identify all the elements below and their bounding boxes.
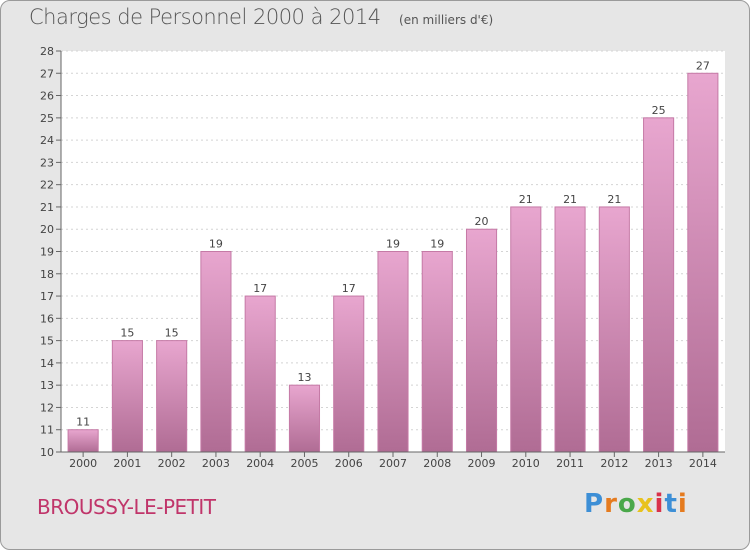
y-tick-label: 20: [40, 223, 54, 236]
y-tick-label: 26: [40, 90, 54, 103]
bar-2011: [554, 206, 586, 453]
bar-2008: [421, 251, 453, 453]
x-tick-label-2003: 2003: [202, 457, 230, 470]
y-tick-label: 14: [40, 357, 54, 370]
bar-2012: [598, 206, 630, 453]
x-tick-label-2001: 2001: [113, 457, 141, 470]
chart-subtitle: (en milliers d'€): [399, 13, 494, 27]
chart-title: Charges de Personnel 2000 à 2014: [29, 5, 381, 29]
x-tick-label-2009: 2009: [468, 457, 496, 470]
y-tick-label: 13: [40, 379, 54, 392]
bar-2007: [377, 251, 409, 453]
value-label-2003: 19: [209, 238, 223, 251]
proxiti-logo: Proxiti: [584, 489, 688, 519]
logo-letter: i: [654, 489, 665, 519]
y-tick-label: 15: [40, 335, 54, 348]
bar-2002: [156, 340, 188, 453]
value-label-2014: 27: [696, 59, 710, 72]
value-label-2007: 19: [386, 238, 400, 251]
title-row: Charges de Personnel 2000 à 2014 (en mil…: [29, 5, 493, 29]
bar-2013: [643, 117, 675, 453]
y-tick-label: 24: [40, 134, 54, 147]
logo-letter: o: [617, 489, 637, 519]
logo-letter: P: [584, 489, 605, 519]
y-tick-label: 10: [40, 446, 54, 459]
value-label-2004: 17: [253, 282, 267, 295]
y-tick-label: 25: [40, 112, 54, 125]
x-tick-label-2007: 2007: [379, 457, 407, 470]
x-tick-label-2005: 2005: [290, 457, 318, 470]
y-tick-label: 11: [40, 424, 54, 437]
value-label-2002: 15: [165, 327, 179, 340]
y-tick-label: 21: [40, 201, 54, 214]
y-tick-label: 23: [40, 156, 54, 169]
value-label-2001: 15: [120, 327, 134, 340]
bar-2000: [67, 429, 99, 453]
value-label-2008: 19: [430, 238, 444, 251]
value-label-2005: 13: [297, 371, 311, 384]
y-axis: 10 11 12 13 14 15 16 17 18 19 20 21 22 23 24 25 26 27 28: [40, 45, 62, 459]
bars: [67, 72, 719, 453]
value-label-2011: 21: [563, 193, 577, 206]
x-axis: 2000 2001 2002 2003 2004 2005 2006 2007 2008 2009…: [61, 451, 725, 470]
x-tick-label-2000: 2000: [69, 457, 97, 470]
value-label-2009: 20: [475, 215, 489, 228]
x-tick-label-2008: 2008: [423, 457, 451, 470]
x-tick-label-2014: 2014: [689, 457, 717, 470]
y-tick-label: 17: [40, 290, 54, 303]
bar-2001: [111, 340, 143, 453]
bar-2003: [200, 251, 232, 453]
y-tick-label: 19: [40, 246, 54, 259]
x-tick-label-2010: 2010: [512, 457, 540, 470]
y-tick-label: 22: [40, 179, 54, 192]
x-tick-label-2002: 2002: [158, 457, 186, 470]
value-label-2010: 21: [519, 193, 533, 206]
logo-letter: r: [604, 489, 618, 519]
value-label-2013: 25: [652, 104, 666, 117]
logo-letter: x: [636, 489, 655, 519]
x-tick-label-2012: 2012: [600, 457, 628, 470]
y-tick-label: 18: [40, 268, 54, 281]
value-label-2000: 11: [76, 416, 90, 429]
bar-2014: [687, 72, 719, 453]
x-tick-label-2011: 2011: [556, 457, 584, 470]
x-tick-label-2004: 2004: [246, 457, 274, 470]
bar-2010: [510, 206, 542, 453]
commune-name: BROUSSY-LE-PETIT: [37, 495, 216, 519]
bar-2004: [244, 295, 276, 453]
y-tick-label: 28: [40, 45, 54, 58]
logo-letter: i: [677, 489, 688, 519]
value-labels: 11 15 15 19 17 13 17 19 19 20 21 21 21 25 27: [76, 59, 710, 428]
y-tick-label: 27: [40, 67, 54, 80]
bar-2006: [333, 295, 365, 453]
y-tick-label: 12: [40, 401, 54, 414]
bar-2005: [288, 384, 321, 453]
logo-letter: t: [664, 489, 678, 519]
x-tick-label-2013: 2013: [645, 457, 673, 470]
y-tick-label: 16: [40, 312, 54, 325]
bar-2009: [465, 228, 498, 453]
x-tick-label-2006: 2006: [335, 457, 363, 470]
value-label-2006: 17: [342, 282, 356, 295]
value-label-2012: 21: [607, 193, 621, 206]
